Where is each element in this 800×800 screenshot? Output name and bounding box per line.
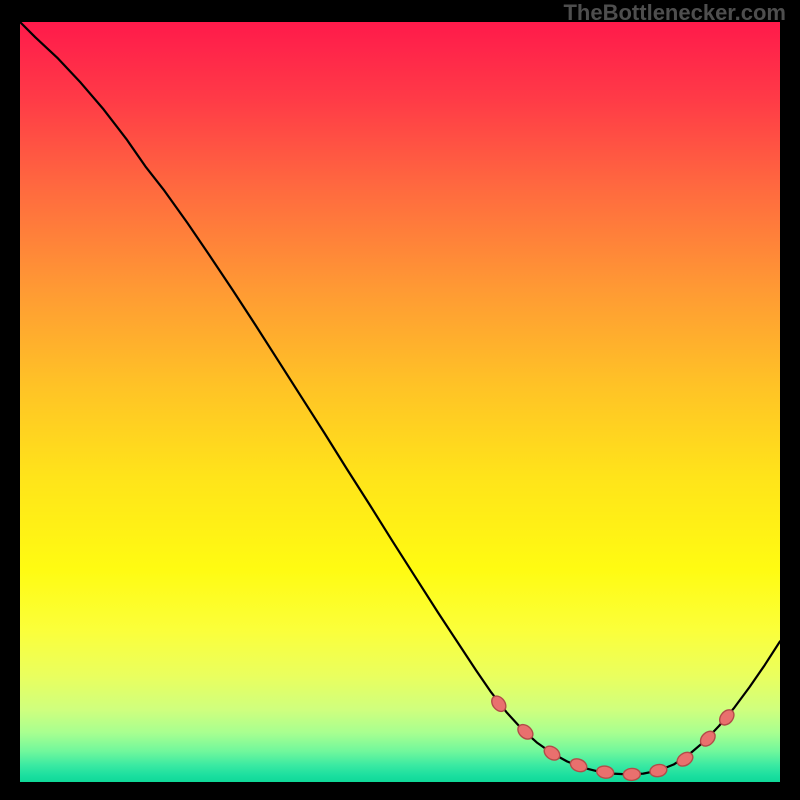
curve-marker [623,768,641,781]
outer-frame: TheBottlenecker.com [0,0,800,800]
curve-marker [568,757,588,774]
curve-marker [649,763,668,778]
curve-markers [489,693,737,780]
curve-marker [542,743,563,763]
curve-layer [20,22,780,782]
plot-area [20,22,780,782]
curve-marker [596,765,615,779]
watermark-text: TheBottlenecker.com [563,0,786,26]
bottleneck-curve [20,22,780,774]
